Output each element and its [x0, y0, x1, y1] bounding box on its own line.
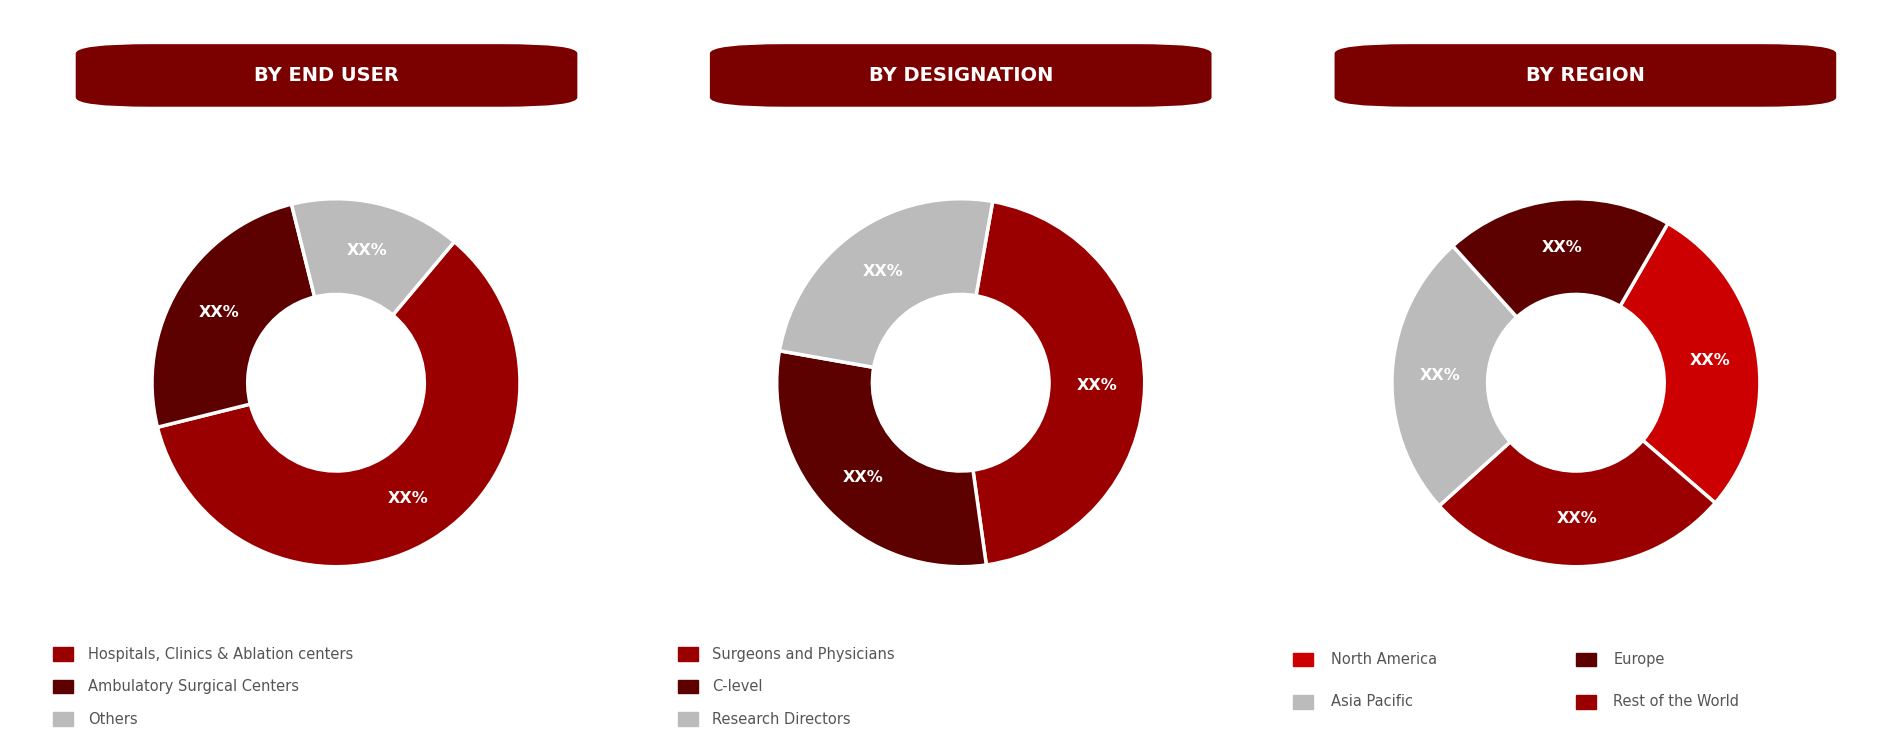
Wedge shape [1391, 246, 1516, 506]
Wedge shape [151, 204, 314, 427]
Bar [53, 712, 74, 726]
Wedge shape [973, 202, 1145, 565]
Bar [1577, 695, 1596, 709]
Text: BY DESIGNATION: BY DESIGNATION [869, 66, 1053, 85]
Wedge shape [780, 199, 992, 367]
Wedge shape [1439, 440, 1715, 567]
Text: Surgeons and Physicians: Surgeons and Physicians [712, 646, 895, 662]
Text: XX%: XX% [1690, 353, 1730, 367]
Text: XX%: XX% [1541, 240, 1583, 255]
Text: Rest of the World: Rest of the World [1613, 694, 1740, 710]
Text: Europe: Europe [1613, 652, 1664, 668]
Bar [1293, 695, 1314, 709]
Text: XX%: XX% [842, 470, 884, 485]
Wedge shape [157, 241, 521, 567]
Text: BY REGION: BY REGION [1526, 66, 1645, 85]
Text: XX%: XX% [1556, 512, 1598, 526]
Text: Hospitals, Clinics & Ablation centers: Hospitals, Clinics & Ablation centers [87, 646, 352, 662]
Text: North America: North America [1331, 652, 1437, 668]
Text: Others: Others [87, 712, 138, 726]
Wedge shape [1452, 199, 1668, 317]
Bar [678, 712, 699, 726]
Bar [53, 648, 74, 661]
Text: XX%: XX% [388, 491, 428, 506]
Text: BY END USER: BY END USER [254, 66, 399, 85]
Bar [53, 680, 74, 693]
Bar [1293, 653, 1314, 667]
Wedge shape [1620, 223, 1760, 503]
Text: XX%: XX% [861, 263, 903, 279]
Text: Research Directors: Research Directors [712, 712, 852, 726]
FancyBboxPatch shape [1335, 44, 1836, 107]
Text: XX%: XX% [199, 305, 240, 320]
Bar [678, 680, 699, 693]
Text: C-level: C-level [712, 679, 763, 694]
FancyBboxPatch shape [76, 44, 577, 107]
Bar [678, 648, 699, 661]
Wedge shape [776, 351, 986, 567]
Text: Ambulatory Surgical Centers: Ambulatory Surgical Centers [87, 679, 299, 694]
Text: Asia Pacific: Asia Pacific [1331, 694, 1412, 710]
FancyBboxPatch shape [710, 44, 1212, 107]
Text: XX%: XX% [346, 243, 386, 258]
Bar [1577, 653, 1596, 667]
Wedge shape [292, 199, 454, 315]
Text: XX%: XX% [1420, 368, 1460, 383]
Text: XX%: XX% [1077, 378, 1117, 392]
